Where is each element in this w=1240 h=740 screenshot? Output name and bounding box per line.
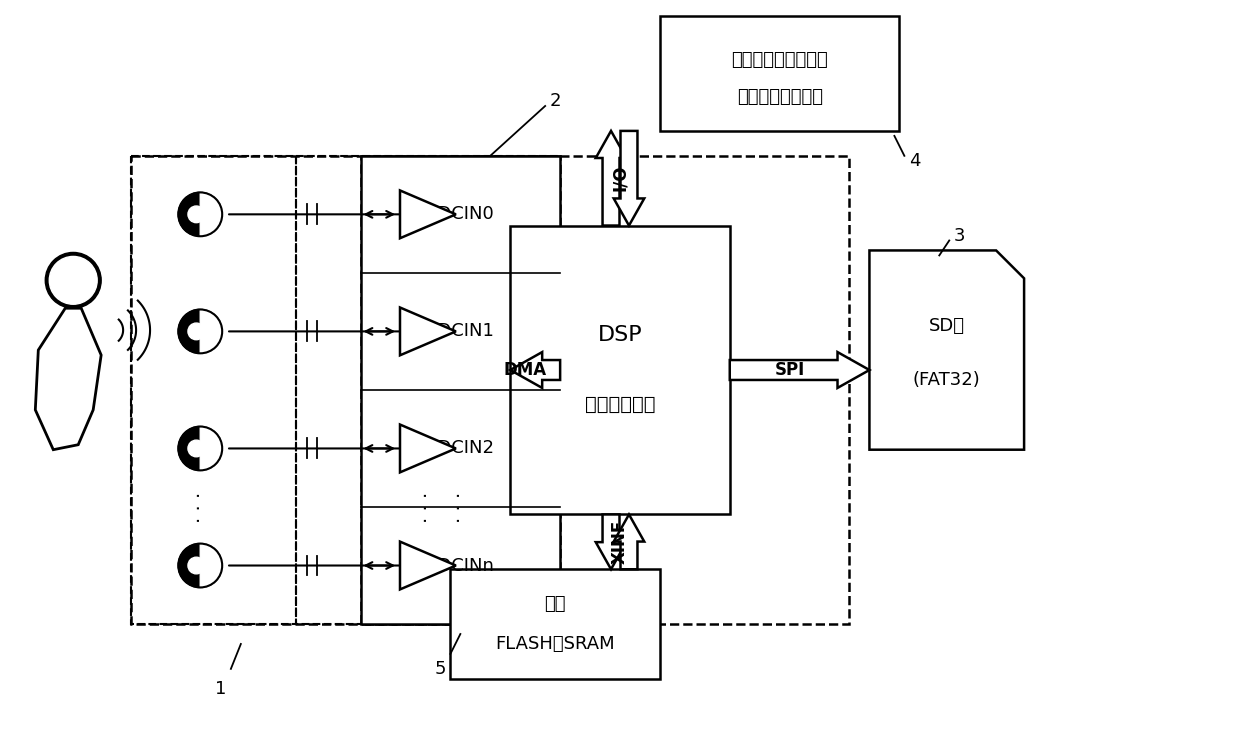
Text: 外扩: 外扩: [544, 595, 565, 613]
Circle shape: [188, 323, 205, 340]
Bar: [295, 156, 560, 624]
Polygon shape: [200, 544, 222, 588]
Text: 电源、实时时钟、按: 电源、实时时钟、按: [732, 51, 828, 69]
Circle shape: [179, 544, 222, 588]
Polygon shape: [401, 190, 456, 238]
FancyArrow shape: [614, 131, 645, 226]
FancyArrow shape: [730, 352, 869, 388]
Text: · · ·: · · ·: [191, 491, 210, 522]
Text: 5: 5: [435, 660, 446, 678]
Polygon shape: [401, 542, 456, 590]
Circle shape: [46, 252, 102, 309]
Circle shape: [188, 557, 205, 574]
Text: 键等系统辅助模块: 键等系统辅助模块: [737, 87, 822, 106]
Circle shape: [179, 426, 222, 471]
Text: (FAT32): (FAT32): [913, 371, 981, 389]
Circle shape: [50, 257, 97, 304]
Text: SD卡: SD卡: [929, 317, 965, 335]
Polygon shape: [200, 309, 222, 353]
Text: ADCIN1: ADCIN1: [425, 323, 495, 340]
Circle shape: [179, 192, 222, 236]
FancyArrow shape: [510, 352, 560, 388]
FancyArrow shape: [595, 514, 626, 569]
Text: ADCIN0: ADCIN0: [427, 205, 495, 223]
Text: · · ·: · · ·: [451, 491, 470, 522]
Bar: [510, 226, 730, 514]
Circle shape: [188, 206, 205, 223]
Text: 2: 2: [549, 92, 560, 110]
Bar: [361, 156, 560, 624]
Polygon shape: [401, 425, 456, 472]
Polygon shape: [401, 308, 456, 355]
Text: 4: 4: [909, 152, 920, 169]
Bar: [131, 156, 560, 624]
Text: FLASH、SRAM: FLASH、SRAM: [495, 635, 615, 653]
Text: DSP: DSP: [598, 326, 642, 346]
Text: 3: 3: [954, 226, 965, 244]
Text: · · ·: · · ·: [418, 491, 438, 522]
Polygon shape: [200, 426, 222, 471]
Text: I/O: I/O: [611, 165, 629, 192]
Text: ADCIN2: ADCIN2: [425, 440, 495, 457]
Polygon shape: [200, 192, 222, 236]
Bar: [660, 16, 899, 131]
Bar: [450, 569, 660, 679]
Circle shape: [179, 309, 222, 353]
FancyArrow shape: [614, 514, 645, 569]
Text: DMA: DMA: [503, 361, 547, 379]
Circle shape: [188, 440, 205, 457]
Bar: [361, 156, 849, 624]
Text: ADCINn: ADCINn: [425, 556, 495, 574]
FancyArrow shape: [595, 131, 626, 226]
Text: 信号处理核心: 信号处理核心: [585, 395, 655, 414]
Text: XINF: XINF: [611, 519, 629, 564]
Bar: [131, 156, 295, 624]
Text: 1: 1: [216, 680, 227, 698]
Text: SPI: SPI: [775, 361, 805, 379]
Polygon shape: [869, 250, 1024, 450]
